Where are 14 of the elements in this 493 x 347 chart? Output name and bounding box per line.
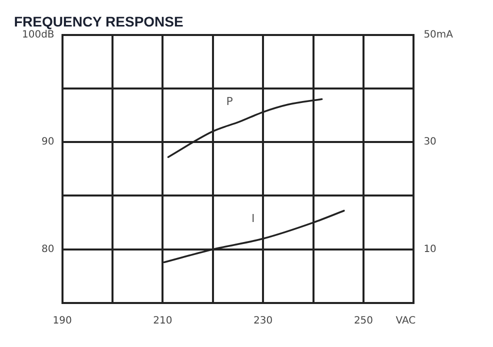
chart-title: FREQUENCY RESPONSE [14,13,184,30]
y-tick-label: 100dB [22,29,54,40]
y2-tick-label: 30 [424,136,436,148]
x-tick-label: 190 [52,316,72,327]
series-label: I [251,212,255,225]
x-tick-label: 230 [254,316,273,327]
x-tick-label: 210 [153,316,172,327]
y2-tick-label: 50mA [424,29,454,40]
y-tick-label: 80 [42,244,54,255]
x-tick-label: 250 [354,316,374,327]
x-axis-title: VAC [396,316,416,327]
series-label: P [226,95,234,108]
y-tick-label: 90 [42,136,54,148]
y2-tick-label: 10 [424,244,436,255]
